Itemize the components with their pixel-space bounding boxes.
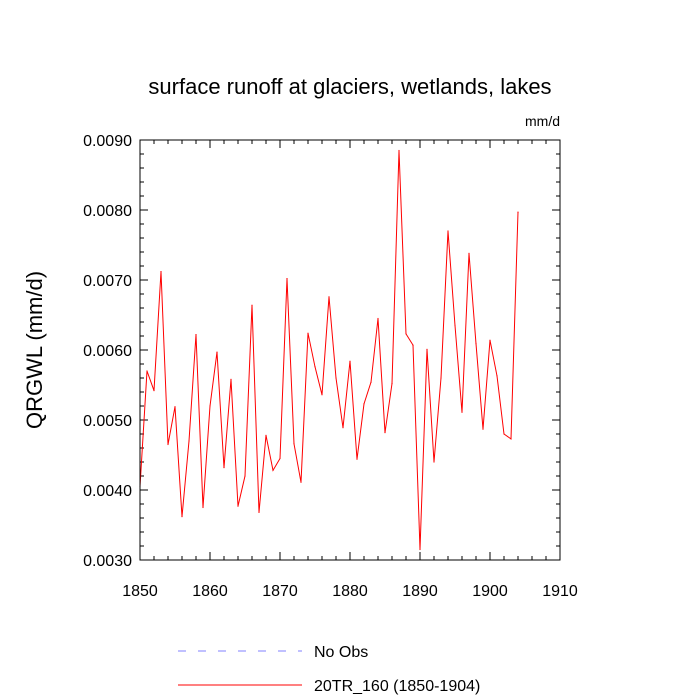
data-point — [412, 344, 414, 346]
y-tick-label: 0.0030 — [83, 553, 132, 570]
data-point — [377, 317, 379, 320]
data-point — [356, 458, 358, 460]
data-point — [153, 390, 155, 392]
data-point — [489, 339, 491, 341]
data-point — [384, 432, 386, 434]
data-point — [426, 348, 428, 350]
data-point — [363, 403, 365, 405]
data-point — [454, 324, 456, 327]
data-point — [293, 443, 295, 445]
data-point — [244, 475, 246, 477]
data-point — [461, 411, 463, 413]
data-point — [398, 149, 400, 152]
y-tick-label: 0.0090 — [83, 133, 132, 150]
data-point — [419, 548, 421, 551]
data-point — [237, 505, 239, 507]
data-point — [307, 332, 309, 334]
x-tick-label: 1880 — [332, 583, 368, 600]
x-tick-label: 1890 — [402, 583, 438, 600]
data-point — [146, 370, 148, 372]
x-tick-label: 1850 — [122, 583, 158, 600]
data-point — [447, 230, 449, 232]
x-tick-label: 1900 — [472, 583, 508, 600]
data-point — [223, 467, 225, 469]
data-point — [251, 304, 253, 306]
data-point — [433, 461, 435, 463]
data-point — [314, 366, 316, 368]
y-tick-label: 0.0080 — [83, 203, 132, 220]
data-point — [503, 433, 505, 435]
data-point — [272, 469, 274, 471]
data-point — [440, 377, 442, 379]
data-point — [342, 427, 344, 429]
data-point — [258, 511, 260, 513]
y-axis-label: QRGWL (mm/d) — [22, 271, 47, 429]
legend-label-no-obs: No Obs — [314, 644, 368, 661]
x-tick-labels: 1850 1860 1870 1880 1890 1900 1910 — [122, 583, 578, 600]
data-point — [230, 378, 232, 380]
x-tick-label: 1870 — [262, 583, 298, 600]
data-point — [468, 252, 470, 254]
chart-title: surface runoff at glaciers, wetlands, la… — [148, 74, 551, 99]
x-tick-label: 1910 — [542, 583, 578, 600]
data-point — [321, 394, 323, 396]
plot-series — [139, 149, 519, 551]
data-point — [482, 428, 484, 430]
data-point — [216, 351, 218, 353]
data-point — [510, 438, 512, 440]
y-tick-label: 0.0050 — [83, 413, 132, 430]
data-point — [328, 296, 330, 298]
y-tick-labels: 0.0030 0.0040 0.0050 0.0060 0.0070 0.0080 0.00… — [83, 133, 132, 570]
data-point — [265, 434, 267, 436]
y-tick-label: 0.0040 — [83, 483, 132, 500]
x-tick-label: 1860 — [192, 583, 228, 600]
data-point — [517, 211, 519, 213]
y-tick-label: 0.0060 — [83, 343, 132, 360]
data-point — [300, 481, 302, 483]
data-point — [174, 406, 176, 408]
data-point — [405, 333, 407, 335]
data-point — [370, 381, 372, 383]
data-point — [335, 377, 337, 379]
data-point — [286, 278, 288, 280]
data-point — [349, 360, 351, 362]
plot-frame — [139, 139, 561, 561]
data-point — [496, 375, 498, 377]
data-point — [167, 443, 169, 446]
legend-label-20tr-160: 20TR_160 (1850-1904) — [314, 678, 480, 695]
data-point — [188, 440, 190, 442]
data-point — [475, 343, 477, 345]
data-point — [202, 506, 204, 509]
y-tick-label: 0.0070 — [83, 273, 132, 290]
data-point — [181, 516, 183, 518]
data-point — [279, 457, 281, 460]
data-point — [160, 271, 162, 273]
legend: No Obs 20TR_160 (1850-1904) — [178, 644, 480, 695]
data-point — [391, 383, 393, 385]
data-point — [195, 334, 197, 336]
data-point — [209, 405, 211, 407]
units-label: mm/d — [525, 113, 560, 129]
series-line-1 — [139, 150, 519, 550]
